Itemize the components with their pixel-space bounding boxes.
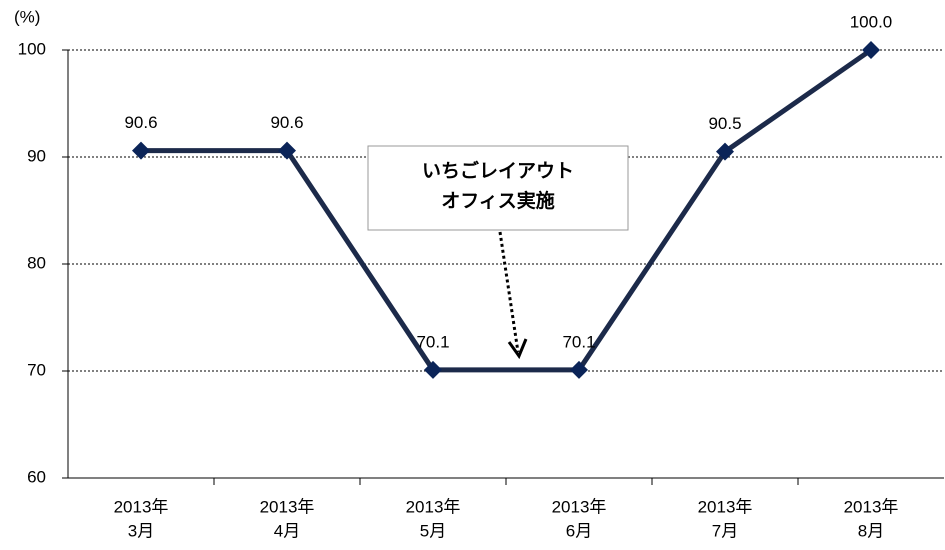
marker xyxy=(862,41,880,59)
marker xyxy=(570,360,588,379)
data-label: 90.6 xyxy=(124,113,157,132)
marker xyxy=(716,142,734,161)
annotation-box xyxy=(367,145,629,231)
annotation-arrow xyxy=(498,231,520,353)
x-tick-label: 3月 xyxy=(128,521,154,540)
x-tick-label: 2013年 xyxy=(406,497,461,516)
marker xyxy=(278,141,296,160)
y-tick-label: 100 xyxy=(18,39,46,58)
x-tick-label: 2013年 xyxy=(552,497,607,516)
marker xyxy=(424,360,442,379)
data-label: 70.1 xyxy=(562,332,595,351)
x-tick-label: 5月 xyxy=(420,521,446,540)
data-label: 90.5 xyxy=(708,114,741,133)
marker xyxy=(132,141,150,160)
x-tick-label: 7月 xyxy=(712,521,738,540)
data-label: 100.0 xyxy=(850,12,893,31)
x-tick-label: 6月 xyxy=(566,521,592,540)
y-tick-label: 90 xyxy=(27,146,46,165)
annotation-text: オフィス実施 xyxy=(441,189,555,212)
x-tick-label: 2013年 xyxy=(844,497,899,516)
y-tick-label: 70 xyxy=(27,360,46,379)
line xyxy=(141,47,873,373)
x-tick-label: 2013年 xyxy=(698,497,753,516)
y-unit: (%) xyxy=(14,7,40,26)
data-label: 90.6 xyxy=(270,113,303,132)
x-tick-label: 2013年 xyxy=(114,497,169,516)
annotation-text: いちごレイアウト xyxy=(422,159,574,182)
annotation-arrowhead xyxy=(507,338,528,360)
x-tick-label: 4月 xyxy=(274,521,300,540)
y-tick-label: 80 xyxy=(27,253,46,272)
x-tick-label: 2013年 xyxy=(260,497,315,516)
data-label: 70.1 xyxy=(416,332,449,351)
y-tick-label: 60 xyxy=(27,467,46,486)
x-tick-label: 8月 xyxy=(858,521,884,540)
